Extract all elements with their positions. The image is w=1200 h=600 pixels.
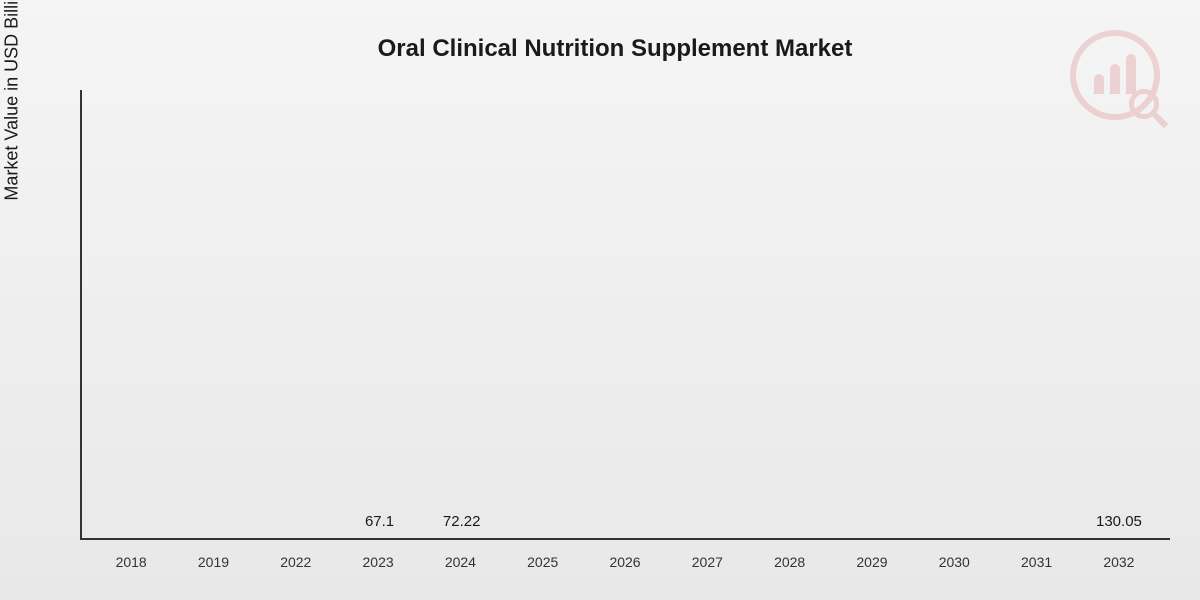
x-axis-label: 2029 — [831, 554, 913, 570]
x-axis-label: 2025 — [502, 554, 584, 570]
x-axis-label: 2019 — [172, 554, 254, 570]
x-axis-label: 2026 — [584, 554, 666, 570]
chart-title: Oral Clinical Nutrition Supplement Marke… — [60, 35, 1170, 63]
x-axis-label: 2032 — [1078, 554, 1160, 570]
plot-area: 67.1 72.22 130.05 — [80, 90, 1170, 540]
x-axis-label: 2024 — [419, 554, 501, 570]
x-axis-label: 2018 — [90, 554, 172, 570]
bar-value-label: 130.05 — [1096, 513, 1142, 538]
x-axis-label: 2028 — [749, 554, 831, 570]
x-axis-label: 2022 — [255, 554, 337, 570]
x-axis-label: 2023 — [337, 554, 419, 570]
bar-value-label: 67.1 — [365, 513, 394, 538]
y-axis-label: Market Value in USD Billion — [2, 0, 23, 201]
bars-container: 67.1 72.22 130.05 — [82, 90, 1170, 538]
x-axis-label: 2031 — [995, 554, 1077, 570]
x-axis-labels: 2018201920222023202420252026202720282029… — [80, 554, 1170, 570]
x-axis-label: 2027 — [666, 554, 748, 570]
chart-container: Oral Clinical Nutrition Supplement Marke… — [0, 0, 1200, 600]
bar-value-label: 72.22 — [443, 513, 481, 538]
x-axis-label: 2030 — [913, 554, 995, 570]
